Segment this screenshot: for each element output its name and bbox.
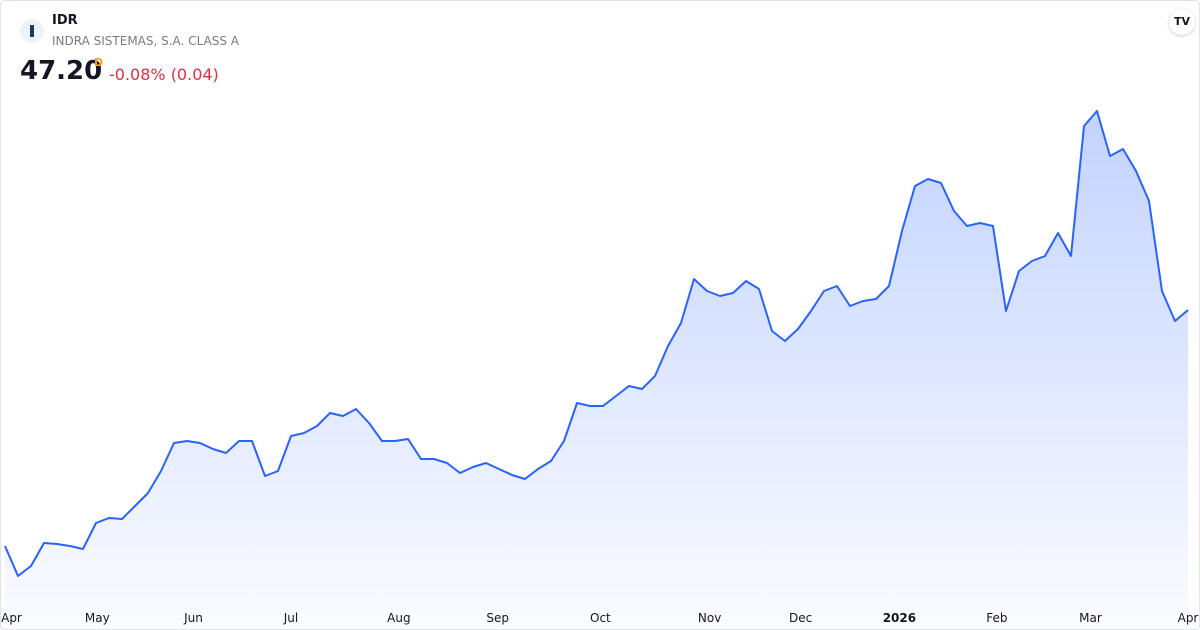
change: -0.08% (0.04) (109, 65, 219, 84)
symbol[interactable]: IDR (52, 13, 78, 28)
x-tick-label: Dec (789, 611, 812, 625)
x-tick-label: May (85, 611, 110, 625)
x-tick-label: Aug (387, 611, 410, 625)
x-tick-label: Apr (1, 611, 22, 625)
price: 47.20 (20, 56, 103, 86)
line (4, 110, 1189, 577)
area (5, 111, 1188, 629)
x-tick-label: Apr (1178, 611, 1199, 625)
company-name: INDRA SISTEMAS, S.A. CLASS A (52, 34, 239, 48)
x-tick-label: Oct (590, 611, 611, 625)
x-tick-label: Nov (698, 611, 721, 625)
x-tick-label: Sep (486, 611, 509, 625)
x-tick-label: Mar (1079, 611, 1102, 625)
x-tick-label: Jul (283, 611, 298, 625)
tv-logo[interactable]: TV (1169, 9, 1195, 35)
x-tick-label: 2026 (883, 611, 916, 625)
x-tick-label: Feb (986, 611, 1007, 625)
x-tick-label: Jun (183, 611, 203, 625)
logo (20, 19, 44, 43)
interval: D (94, 56, 104, 69)
